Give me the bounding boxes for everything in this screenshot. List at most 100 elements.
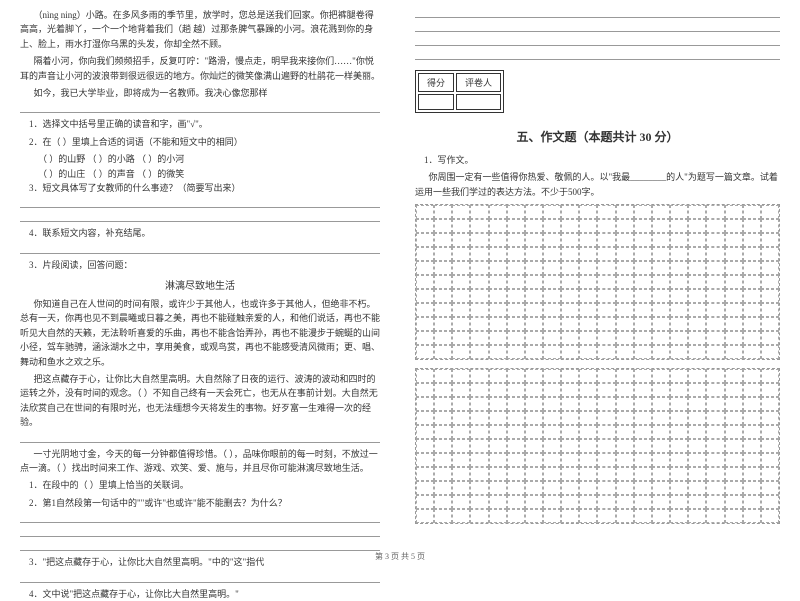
essay-cell — [743, 331, 761, 345]
essay-cell — [470, 453, 488, 467]
essay-cell — [579, 317, 597, 331]
essay-cell — [725, 261, 743, 275]
reading-title: 淋漓尽致地生活 — [20, 277, 380, 292]
essay-cell — [761, 261, 779, 275]
question-6: 2．第1自然段第一句话中的""或许"也或许"能不能删去？为什么？ — [20, 496, 380, 510]
essay-cell — [489, 509, 507, 523]
essay-cell — [743, 439, 761, 453]
essay-cell — [652, 467, 670, 481]
essay-cell — [688, 453, 706, 467]
essay-cell — [434, 233, 452, 247]
essay-cell — [688, 467, 706, 481]
essay-cell — [634, 233, 652, 247]
essay-cell — [743, 303, 761, 317]
essay-cell — [452, 219, 470, 233]
essay-cell — [761, 509, 779, 523]
essay-cell — [652, 233, 670, 247]
essay-cell — [561, 331, 579, 345]
essay-cell — [452, 411, 470, 425]
essay-cell — [470, 289, 488, 303]
answer-line — [20, 244, 380, 254]
essay-cell — [634, 369, 652, 383]
essay-cell — [489, 275, 507, 289]
essay-section-title: 五、作文题（本题共计 30 分） — [415, 128, 780, 145]
essay-cell — [688, 275, 706, 289]
essay-cell — [616, 219, 634, 233]
score-cell — [418, 94, 454, 110]
essay-cell — [743, 481, 761, 495]
essay-cell — [579, 275, 597, 289]
essay-cell — [725, 453, 743, 467]
essay-cell — [652, 495, 670, 509]
essay-cell — [688, 369, 706, 383]
essay-cell — [597, 439, 615, 453]
essay-cell — [743, 317, 761, 331]
essay-cell — [634, 383, 652, 397]
essay-cell — [579, 439, 597, 453]
essay-cell — [761, 331, 779, 345]
essay-cell — [470, 397, 488, 411]
essay-cell — [434, 369, 452, 383]
essay-cell — [670, 233, 688, 247]
essay-cell — [507, 247, 525, 261]
essay-cell — [489, 219, 507, 233]
essay-cell — [489, 345, 507, 359]
essay-cell — [743, 205, 761, 219]
essay-cell — [434, 261, 452, 275]
essay-cell — [434, 219, 452, 233]
essay-cell — [507, 275, 525, 289]
essay-cell — [470, 205, 488, 219]
essay-cell — [561, 261, 579, 275]
essay-cell — [434, 439, 452, 453]
essay-cell — [452, 275, 470, 289]
essay-grid-2 — [415, 368, 780, 524]
essay-cell — [688, 233, 706, 247]
essay-cell — [489, 233, 507, 247]
essay-cell — [543, 439, 561, 453]
essay-cell — [416, 383, 434, 397]
essay-cell — [416, 439, 434, 453]
essay-cell — [470, 369, 488, 383]
essay-cell — [616, 425, 634, 439]
essay-cell — [452, 205, 470, 219]
essay-cell — [652, 247, 670, 261]
essay-cell — [543, 289, 561, 303]
essay-cell — [416, 317, 434, 331]
essay-cell — [743, 275, 761, 289]
essay-cell — [670, 411, 688, 425]
essay-cell — [561, 439, 579, 453]
essay-cell — [561, 411, 579, 425]
paragraph-1: （nìng ning）小路。在多风多雨的季节里，放学时，您总是送我们回家。你把裤… — [20, 8, 380, 51]
essay-grid-block-1 — [415, 204, 780, 360]
essay-cell — [489, 425, 507, 439]
right-column: 得分 评卷人 五、作文题（本题共计 30 分） 1．写作文。 你周围一定有一些值… — [400, 0, 800, 565]
essay-cell — [634, 509, 652, 523]
essay-cell — [525, 495, 543, 509]
essay-cell — [706, 467, 724, 481]
essay-cell — [543, 261, 561, 275]
essay-cell — [634, 481, 652, 495]
essay-cell — [416, 345, 434, 359]
essay-cell — [652, 261, 670, 275]
essay-cell — [561, 467, 579, 481]
essay-cell — [725, 467, 743, 481]
essay-cell — [725, 369, 743, 383]
essay-cell — [543, 383, 561, 397]
essay-cell — [416, 425, 434, 439]
essay-cell — [561, 247, 579, 261]
essay-cell — [597, 303, 615, 317]
essay-question: 1．写作文。 — [415, 153, 780, 167]
essay-cell — [543, 509, 561, 523]
essay-cell — [670, 303, 688, 317]
essay-cell — [761, 397, 779, 411]
essay-cell — [561, 289, 579, 303]
essay-cell — [416, 219, 434, 233]
essay-cell — [470, 317, 488, 331]
essay-cell — [434, 331, 452, 345]
essay-cell — [597, 411, 615, 425]
essay-cell — [652, 453, 670, 467]
essay-cell — [507, 453, 525, 467]
essay-cell — [452, 289, 470, 303]
essay-cell — [561, 509, 579, 523]
essay-cell — [525, 453, 543, 467]
